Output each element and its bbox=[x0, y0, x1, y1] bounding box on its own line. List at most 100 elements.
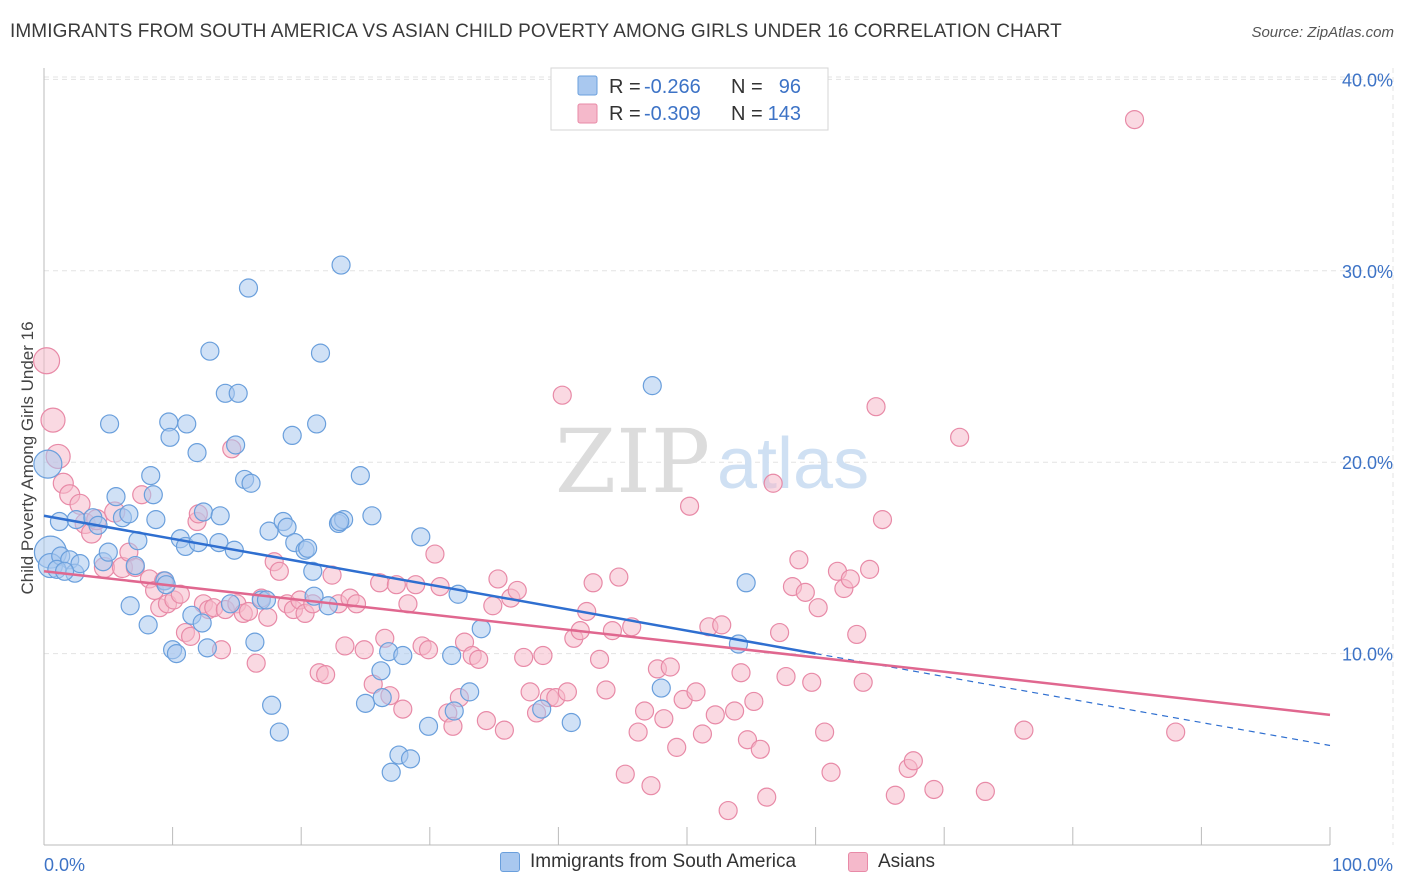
immigrants-point bbox=[192, 613, 212, 633]
asians-point bbox=[615, 764, 635, 784]
stats-pink-n-value: 143 bbox=[768, 103, 801, 125]
trend-lines bbox=[43, 514, 1331, 747]
immigrants-point bbox=[393, 645, 413, 666]
asians-point bbox=[520, 682, 540, 702]
asians-point bbox=[866, 397, 886, 417]
asians-point bbox=[628, 722, 648, 742]
immigrants-point bbox=[210, 506, 230, 526]
immigrants-point bbox=[330, 511, 350, 532]
immigrants-point bbox=[197, 638, 217, 658]
immigrants-point bbox=[200, 341, 220, 361]
asians-point bbox=[406, 575, 426, 595]
asians-point bbox=[246, 653, 266, 673]
immigrants-point bbox=[444, 701, 464, 721]
legend-swatch-asians bbox=[848, 852, 868, 872]
asians-point bbox=[903, 751, 923, 771]
asians-point bbox=[552, 385, 572, 405]
asians-point bbox=[692, 724, 713, 744]
x-tick-labels: 0.0% 100.0% bbox=[44, 855, 1393, 875]
immigrants-point bbox=[49, 511, 70, 532]
asians-point bbox=[757, 787, 777, 807]
immigrants-point bbox=[442, 645, 462, 666]
asians-point bbox=[724, 701, 745, 721]
asians-point bbox=[776, 666, 796, 687]
asians-point bbox=[269, 561, 289, 581]
immigrants-point bbox=[262, 695, 282, 715]
stats-pink-r-label: R = bbox=[609, 103, 641, 125]
immigrants-point bbox=[143, 485, 163, 505]
legend-item-immigrants[interactable]: Immigrants from South America bbox=[500, 851, 796, 873]
asians-point bbox=[924, 779, 944, 800]
stats-pink-r-value: -0.309 bbox=[644, 103, 701, 125]
asians-point bbox=[975, 781, 995, 802]
immigrants-point bbox=[561, 712, 581, 733]
immigrants-point bbox=[642, 376, 662, 396]
immigrants-point bbox=[303, 561, 323, 581]
asians-point bbox=[718, 800, 738, 821]
stats-legend: R = -0.266 N = 96 R = -0.309 N = 143 bbox=[550, 67, 829, 131]
axes bbox=[43, 68, 1331, 846]
asians-point bbox=[346, 594, 367, 614]
asians-point bbox=[316, 665, 336, 685]
x-tick-label-end: 100.0% bbox=[1332, 855, 1393, 875]
immigrants-point bbox=[307, 414, 327, 434]
stats-blue-n-label: N = bbox=[731, 76, 763, 98]
asians-point bbox=[763, 473, 783, 493]
asians-trend-line bbox=[43, 570, 1331, 717]
legend-label-immigrants: Immigrants from South America bbox=[530, 851, 797, 872]
immigrants-point bbox=[99, 414, 120, 434]
asians-point bbox=[1124, 109, 1145, 130]
asians-point bbox=[514, 647, 534, 668]
y-tick-label: 20.0% bbox=[1342, 453, 1393, 473]
immigrants-point bbox=[33, 449, 63, 479]
immigrants-point bbox=[256, 590, 277, 610]
immigrants-trend-line bbox=[43, 514, 816, 655]
asians-point bbox=[821, 762, 841, 782]
immigrants-point bbox=[269, 722, 289, 742]
stats-pink-swatch bbox=[577, 103, 598, 124]
gridlines bbox=[44, 68, 1394, 845]
immigrants-point bbox=[226, 435, 246, 455]
asians-point bbox=[789, 550, 809, 570]
asians-point bbox=[557, 682, 578, 702]
immigrants-point bbox=[362, 506, 382, 526]
immigrants-point bbox=[318, 596, 338, 616]
asians-point bbox=[258, 607, 278, 627]
asians-point bbox=[853, 672, 873, 692]
asians-point bbox=[802, 672, 822, 692]
asians-point bbox=[425, 544, 445, 564]
asians-point bbox=[469, 649, 489, 669]
immigrants-point bbox=[119, 504, 139, 524]
immigrants-point bbox=[371, 661, 391, 681]
asians-point bbox=[840, 569, 860, 589]
immigrants-point bbox=[166, 643, 187, 664]
asians-point bbox=[744, 691, 764, 712]
asians-point bbox=[795, 582, 815, 602]
immigrants-point bbox=[177, 414, 197, 434]
asians-point bbox=[335, 636, 355, 656]
immigrants-point bbox=[106, 487, 126, 507]
asians-point bbox=[589, 649, 610, 669]
asians-point bbox=[507, 580, 527, 601]
stats-blue-swatch bbox=[577, 75, 598, 96]
asians-point bbox=[731, 663, 751, 683]
asians-point bbox=[602, 621, 623, 641]
immigrants-point bbox=[471, 619, 491, 639]
immigrants-point bbox=[220, 594, 241, 614]
immigrants-point bbox=[138, 615, 158, 635]
asians-point bbox=[483, 596, 503, 616]
legend-swatch-immigrants bbox=[500, 852, 520, 872]
asians-point bbox=[583, 573, 603, 593]
asians-point bbox=[393, 699, 413, 719]
asians-point bbox=[815, 722, 835, 742]
watermark-zip: ZIP bbox=[555, 410, 710, 513]
asians-point bbox=[950, 427, 970, 447]
immigrants-point bbox=[70, 554, 90, 574]
asians-point bbox=[872, 510, 893, 530]
y-tick-label: 40.0% bbox=[1342, 70, 1393, 90]
legend-item-asians[interactable]: Asians bbox=[848, 851, 935, 873]
immigrants-point bbox=[146, 510, 166, 530]
immigrants-trend-extension bbox=[815, 653, 1331, 747]
chart-title: IMMIGRANTS FROM SOUTH AMERICA VS ASIAN C… bbox=[10, 21, 1062, 42]
immigrants-point bbox=[310, 343, 331, 363]
